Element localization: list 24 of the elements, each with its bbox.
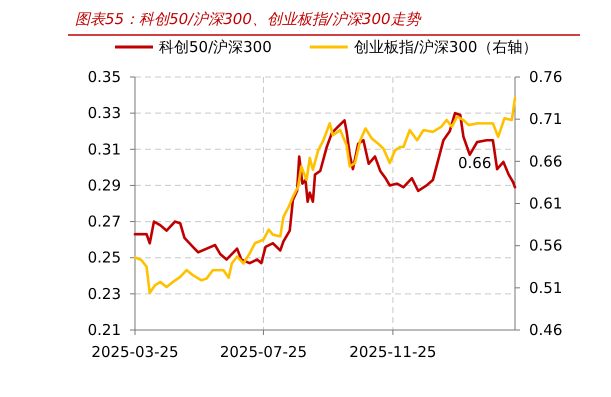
x-tick-label: 2025-03-25	[91, 343, 179, 361]
legend-label: 科创50/沪深300	[159, 38, 272, 56]
y2-tick-label: 0.71	[529, 110, 562, 128]
y2-tick-label: 0.61	[529, 194, 562, 212]
annotation: 0.66	[458, 154, 492, 172]
y-tick-label: 0.35	[88, 68, 121, 86]
y2-tick-label: 0.76	[529, 68, 562, 86]
y-tick-label: 0.29	[88, 176, 121, 194]
line-series	[134, 112, 516, 264]
y-tick-label: 0.33	[88, 104, 121, 122]
x-tick-label: 2025-11-25	[349, 343, 436, 361]
y-tick-label: 0.21	[88, 321, 121, 339]
x-tick-label: 2025-07-25	[220, 343, 308, 361]
y2-tick-label: 0.66	[529, 152, 562, 170]
chart-title: 图表55：科创50/沪深300、创业板指/沪深300走势	[75, 10, 423, 28]
y2-tick-label: 0.51	[529, 278, 562, 297]
y2-tick-label: 0.56	[529, 236, 562, 255]
y-tick-label: 0.31	[88, 140, 121, 158]
y-tick-label: 0.27	[88, 212, 121, 231]
y-tick-label: 0.25	[88, 248, 121, 267]
line-series	[134, 96, 516, 294]
legend-label: 创业板指/沪深300（右轴）	[354, 38, 538, 56]
y2-tick-label: 0.46	[529, 321, 562, 339]
y-tick-label: 0.23	[88, 284, 121, 303]
